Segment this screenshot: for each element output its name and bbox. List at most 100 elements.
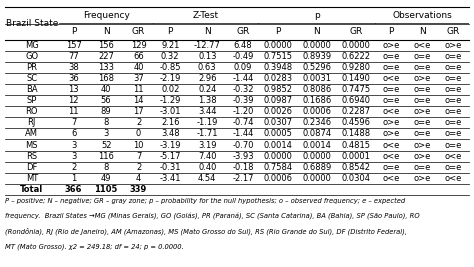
Text: 0.0304: 0.0304 [341, 174, 370, 183]
Text: o=e: o=e [413, 129, 431, 138]
Text: -0.74: -0.74 [232, 118, 254, 127]
Text: Observations: Observations [392, 11, 452, 20]
Text: RO: RO [26, 107, 38, 116]
Text: 7: 7 [71, 118, 76, 127]
Text: -3.41: -3.41 [159, 174, 181, 183]
Text: 52: 52 [101, 140, 111, 150]
Text: 339: 339 [130, 185, 147, 194]
Text: o=e: o=e [382, 85, 400, 94]
Text: o>e: o>e [413, 107, 431, 116]
Text: o<e: o<e [382, 152, 400, 161]
Text: o=e: o=e [382, 163, 400, 172]
Text: 0.7584: 0.7584 [263, 163, 292, 172]
Text: 0.6889: 0.6889 [302, 163, 331, 172]
Text: o<e: o<e [382, 74, 400, 83]
Text: 0.0006: 0.0006 [264, 174, 292, 183]
Text: o<e: o<e [445, 152, 462, 161]
Text: (Rondônia), RJ (Rio de Janeiro), AM (Amazonas), MS (Mato Grosso do Sul), RS (Rio: (Rondônia), RJ (Rio de Janeiro), AM (Ama… [5, 228, 407, 235]
Text: o=e: o=e [413, 52, 431, 61]
Text: o>e: o>e [413, 174, 431, 183]
Text: 0.1488: 0.1488 [341, 129, 370, 138]
Text: 0.1490: 0.1490 [341, 74, 370, 83]
Text: 40: 40 [133, 63, 144, 72]
Text: o=e: o=e [445, 85, 462, 94]
Text: 0.0307: 0.0307 [263, 118, 292, 127]
Text: N: N [313, 28, 320, 37]
Text: 0.8939: 0.8939 [302, 52, 331, 61]
Text: Total: Total [20, 185, 44, 194]
Text: 0.0001: 0.0001 [341, 152, 370, 161]
Text: 0.8542: 0.8542 [341, 163, 370, 172]
Text: o<e: o<e [382, 107, 400, 116]
Text: 7: 7 [136, 152, 141, 161]
Text: 3: 3 [71, 152, 76, 161]
Text: GR: GR [132, 28, 145, 37]
Text: 2: 2 [136, 163, 141, 172]
Text: 0.0000: 0.0000 [302, 174, 331, 183]
Text: 0.1686: 0.1686 [302, 96, 331, 105]
Text: GR: GR [447, 28, 460, 37]
Text: Brazil State: Brazil State [6, 19, 58, 28]
Text: o=e: o=e [445, 129, 462, 138]
Text: MG: MG [25, 41, 39, 50]
Text: o<e: o<e [382, 174, 400, 183]
Text: P: P [167, 28, 173, 37]
Text: 11: 11 [68, 107, 79, 116]
Text: 38: 38 [68, 63, 79, 72]
Text: 89: 89 [101, 107, 111, 116]
Text: o>e: o>e [413, 140, 431, 150]
Text: o=e: o=e [445, 52, 462, 61]
Text: 77: 77 [68, 52, 79, 61]
Text: AM: AM [25, 129, 38, 138]
Text: 12: 12 [68, 96, 79, 105]
Text: 66: 66 [133, 52, 144, 61]
Text: 0.0000: 0.0000 [341, 41, 370, 50]
Text: o>e: o>e [382, 41, 400, 50]
Text: -1.44: -1.44 [232, 129, 254, 138]
Text: -0.85: -0.85 [159, 63, 181, 72]
Text: o>e: o>e [413, 74, 431, 83]
Text: o=e: o=e [382, 63, 400, 72]
Text: 0.3948: 0.3948 [263, 63, 292, 72]
Text: 13: 13 [68, 85, 79, 94]
Text: o=e: o=e [445, 96, 462, 105]
Text: 3.48: 3.48 [161, 129, 180, 138]
Text: 0.7475: 0.7475 [341, 85, 370, 94]
Text: o>e: o>e [382, 129, 400, 138]
Text: -2.19: -2.19 [160, 74, 181, 83]
Text: 227: 227 [98, 52, 114, 61]
Text: 0.2287: 0.2287 [341, 107, 370, 116]
Text: o=e: o=e [413, 96, 431, 105]
Text: 0.09: 0.09 [234, 63, 252, 72]
Text: o<e: o<e [413, 41, 431, 50]
Text: 6.48: 6.48 [234, 41, 252, 50]
Text: 0.4596: 0.4596 [341, 118, 370, 127]
Text: o=e: o=e [445, 63, 462, 72]
Text: 2.96: 2.96 [198, 74, 217, 83]
Text: 40: 40 [101, 85, 111, 94]
Text: 10: 10 [133, 140, 144, 150]
Text: 3.44: 3.44 [198, 107, 217, 116]
Text: P – positive; N – negative; GR – gray zone; p – probability for the null hypothe: P – positive; N – negative; GR – gray zo… [5, 198, 405, 204]
Text: o=e: o=e [445, 107, 462, 116]
Text: RJ: RJ [27, 118, 36, 127]
Text: o>e: o>e [445, 41, 462, 50]
Text: 0.40: 0.40 [198, 163, 217, 172]
Text: 0.0006: 0.0006 [302, 107, 331, 116]
Text: 3.19: 3.19 [198, 140, 217, 150]
Text: MT: MT [26, 174, 38, 183]
Text: 366: 366 [65, 185, 82, 194]
Text: 168: 168 [98, 74, 114, 83]
Text: 0.63: 0.63 [198, 63, 217, 72]
Text: o=e: o=e [445, 140, 462, 150]
Text: 0.0283: 0.0283 [263, 74, 292, 83]
Text: N: N [419, 28, 426, 37]
Text: -0.18: -0.18 [232, 163, 254, 172]
Text: o<e: o<e [382, 140, 400, 150]
Text: SP: SP [27, 96, 37, 105]
Text: 0.9280: 0.9280 [341, 63, 370, 72]
Text: P: P [71, 28, 76, 37]
Text: SC: SC [26, 74, 37, 83]
Text: GR: GR [349, 28, 362, 37]
Text: o=e: o=e [382, 96, 400, 105]
